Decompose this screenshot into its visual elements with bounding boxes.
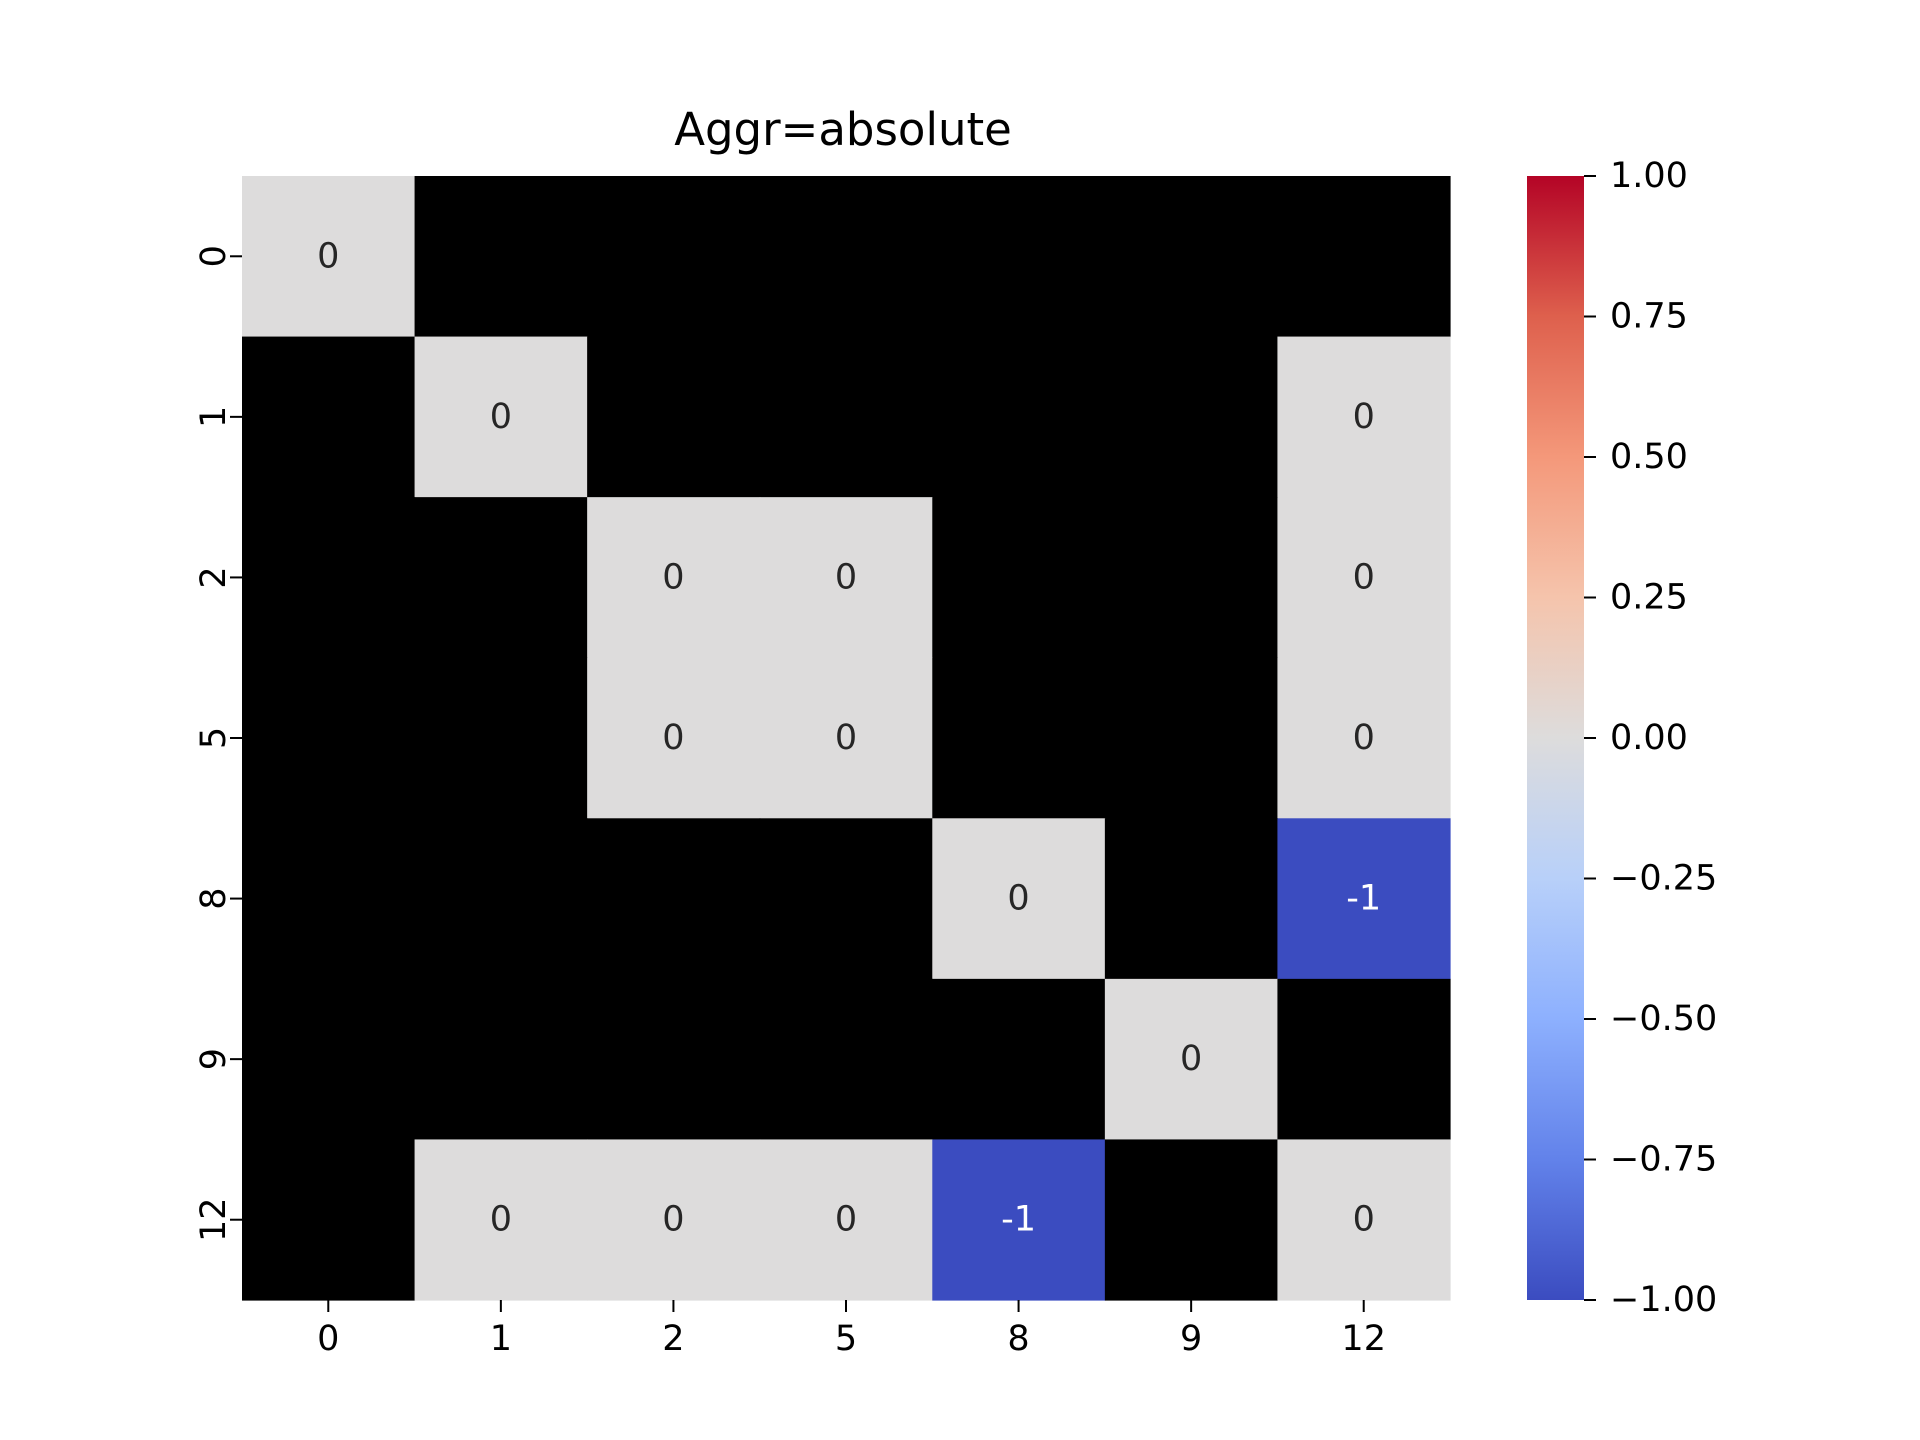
heatmap-cell — [414, 497, 588, 659]
heatmap-cell — [932, 336, 1106, 498]
heatmap-cell — [242, 497, 416, 659]
cell-value-label: -1 — [1346, 879, 1381, 919]
colorbar-ticks: 1.00 0.75 0.50 0.25 0.00 −0.25 −0.50 −0.75 −1.00 — [1584, 156, 1717, 1320]
heatmap-cell — [242, 336, 416, 498]
heatmap-cell — [414, 1139, 588, 1301]
heatmap-cell — [242, 978, 416, 1141]
y-tick-label: 8 — [194, 887, 234, 909]
colorbar-tick-label: −0.50 — [1610, 999, 1717, 1039]
heatmap-cell — [242, 176, 416, 338]
cell-value-label: 0 — [1180, 1039, 1202, 1079]
heatmap-cell — [414, 176, 588, 338]
colorbar-tick-label: −1.00 — [1610, 1280, 1717, 1320]
heatmap-cell — [587, 657, 761, 819]
heatmap-cell — [1277, 978, 1451, 1141]
heatmap-cell — [242, 657, 416, 819]
heatmap-cell — [1104, 497, 1279, 659]
heatmap-cell — [587, 176, 761, 338]
colorbar-tick-label: 0.75 — [1610, 297, 1688, 337]
x-tick-label: 1 — [490, 1319, 512, 1359]
cell-value-label: 0 — [1353, 557, 1375, 597]
colorbar-tick-label: −0.75 — [1610, 1140, 1717, 1180]
heatmap-cell — [759, 657, 933, 819]
cell-value-label: 0 — [835, 1200, 857, 1240]
heatmap-cell — [1277, 497, 1451, 659]
colorbar-tick-label: 1.00 — [1610, 156, 1688, 196]
heatmap-cell — [587, 497, 761, 659]
x-tick-label: 12 — [1341, 1319, 1386, 1359]
heatmap-cell — [414, 336, 588, 498]
x-tick-label: 8 — [1007, 1319, 1029, 1359]
heatmap-cell — [759, 176, 933, 338]
x-tick-label: 2 — [662, 1319, 684, 1359]
heatmap-cell — [932, 978, 1106, 1141]
cell-value-label: 0 — [490, 397, 512, 437]
cell-value-label: 0 — [1353, 397, 1375, 437]
heatmap-cell — [932, 657, 1106, 819]
heatmap-cell — [932, 176, 1106, 338]
y-tick-label: 9 — [194, 1048, 234, 1070]
colorbar-tick-label: −0.25 — [1610, 859, 1717, 899]
heatmap-cell — [759, 818, 933, 980]
heatmap-cell — [759, 336, 933, 498]
heatmap-cell — [759, 1139, 933, 1301]
heatmap-cell — [242, 1139, 416, 1301]
y-tick-label: 0 — [194, 245, 234, 267]
y-tick-label: 2 — [194, 566, 234, 588]
heatmap-cell — [932, 1139, 1106, 1301]
cell-value-label: 0 — [662, 1200, 684, 1240]
y-tick-label: 12 — [194, 1197, 234, 1242]
cell-value-label: 0 — [835, 718, 857, 758]
colorbar-tick-label: 0.00 — [1610, 718, 1688, 758]
heatmap-cell — [1104, 978, 1279, 1141]
cell-value-label: -1 — [1001, 1200, 1036, 1240]
heatmap-cell — [1277, 1139, 1451, 1301]
heatmap-cell — [587, 1139, 761, 1301]
cell-value-label: 0 — [1353, 1200, 1375, 1240]
heatmap-cell — [759, 497, 933, 659]
y-tick-label: 5 — [194, 727, 234, 749]
heatmap-cell — [932, 497, 1106, 659]
x-axis: 0 1 2 5 8 9 12 — [317, 1300, 1386, 1359]
heatmap-cell-labels: 0 0 0 0 0 0 0 0 0 0 -1 0 0 0 0 -1 0 — [317, 236, 1381, 1239]
y-tick-label: 1 — [194, 406, 234, 428]
x-tick-label: 5 — [835, 1319, 857, 1359]
heatmap-cell — [1104, 176, 1279, 338]
chart-title: Aggr=absolute — [674, 103, 1012, 156]
colorbar-tick-label: 0.25 — [1610, 578, 1688, 618]
heatmap-cell — [414, 978, 588, 1141]
heatmap-cell — [1104, 818, 1279, 980]
heatmap-cell — [759, 978, 933, 1141]
heatmap-cell — [587, 978, 761, 1141]
colorbar-tick-label: 0.50 — [1610, 437, 1688, 477]
heatmap-cell — [1277, 818, 1451, 980]
heatmap-cell — [587, 336, 761, 498]
heatmap-cell — [1104, 1139, 1279, 1301]
heatmap-cell — [242, 818, 416, 980]
x-tick-label: 9 — [1180, 1319, 1202, 1359]
cell-value-label: 0 — [662, 718, 684, 758]
heatmap-cell — [414, 657, 588, 819]
colorbar — [1527, 176, 1584, 1300]
heatmap-cell — [1277, 336, 1451, 498]
cell-value-label: 0 — [835, 557, 857, 597]
heatmap-cell — [1277, 176, 1451, 338]
heatmap-cell — [1104, 336, 1279, 498]
heatmap-cell — [932, 818, 1106, 980]
x-tick-label: 0 — [317, 1319, 339, 1359]
heatmap-cell — [1277, 657, 1451, 819]
heatmap-cells — [242, 176, 1451, 1301]
heatmap-cell — [414, 818, 588, 980]
heatmap-cell — [587, 818, 761, 980]
cell-value-label: 0 — [1353, 718, 1375, 758]
cell-value-label: 0 — [1007, 879, 1029, 919]
cell-value-label: 0 — [490, 1200, 512, 1240]
cell-value-label: 0 — [317, 236, 339, 276]
heatmap-cell — [1104, 657, 1279, 819]
cell-value-label: 0 — [662, 557, 684, 597]
